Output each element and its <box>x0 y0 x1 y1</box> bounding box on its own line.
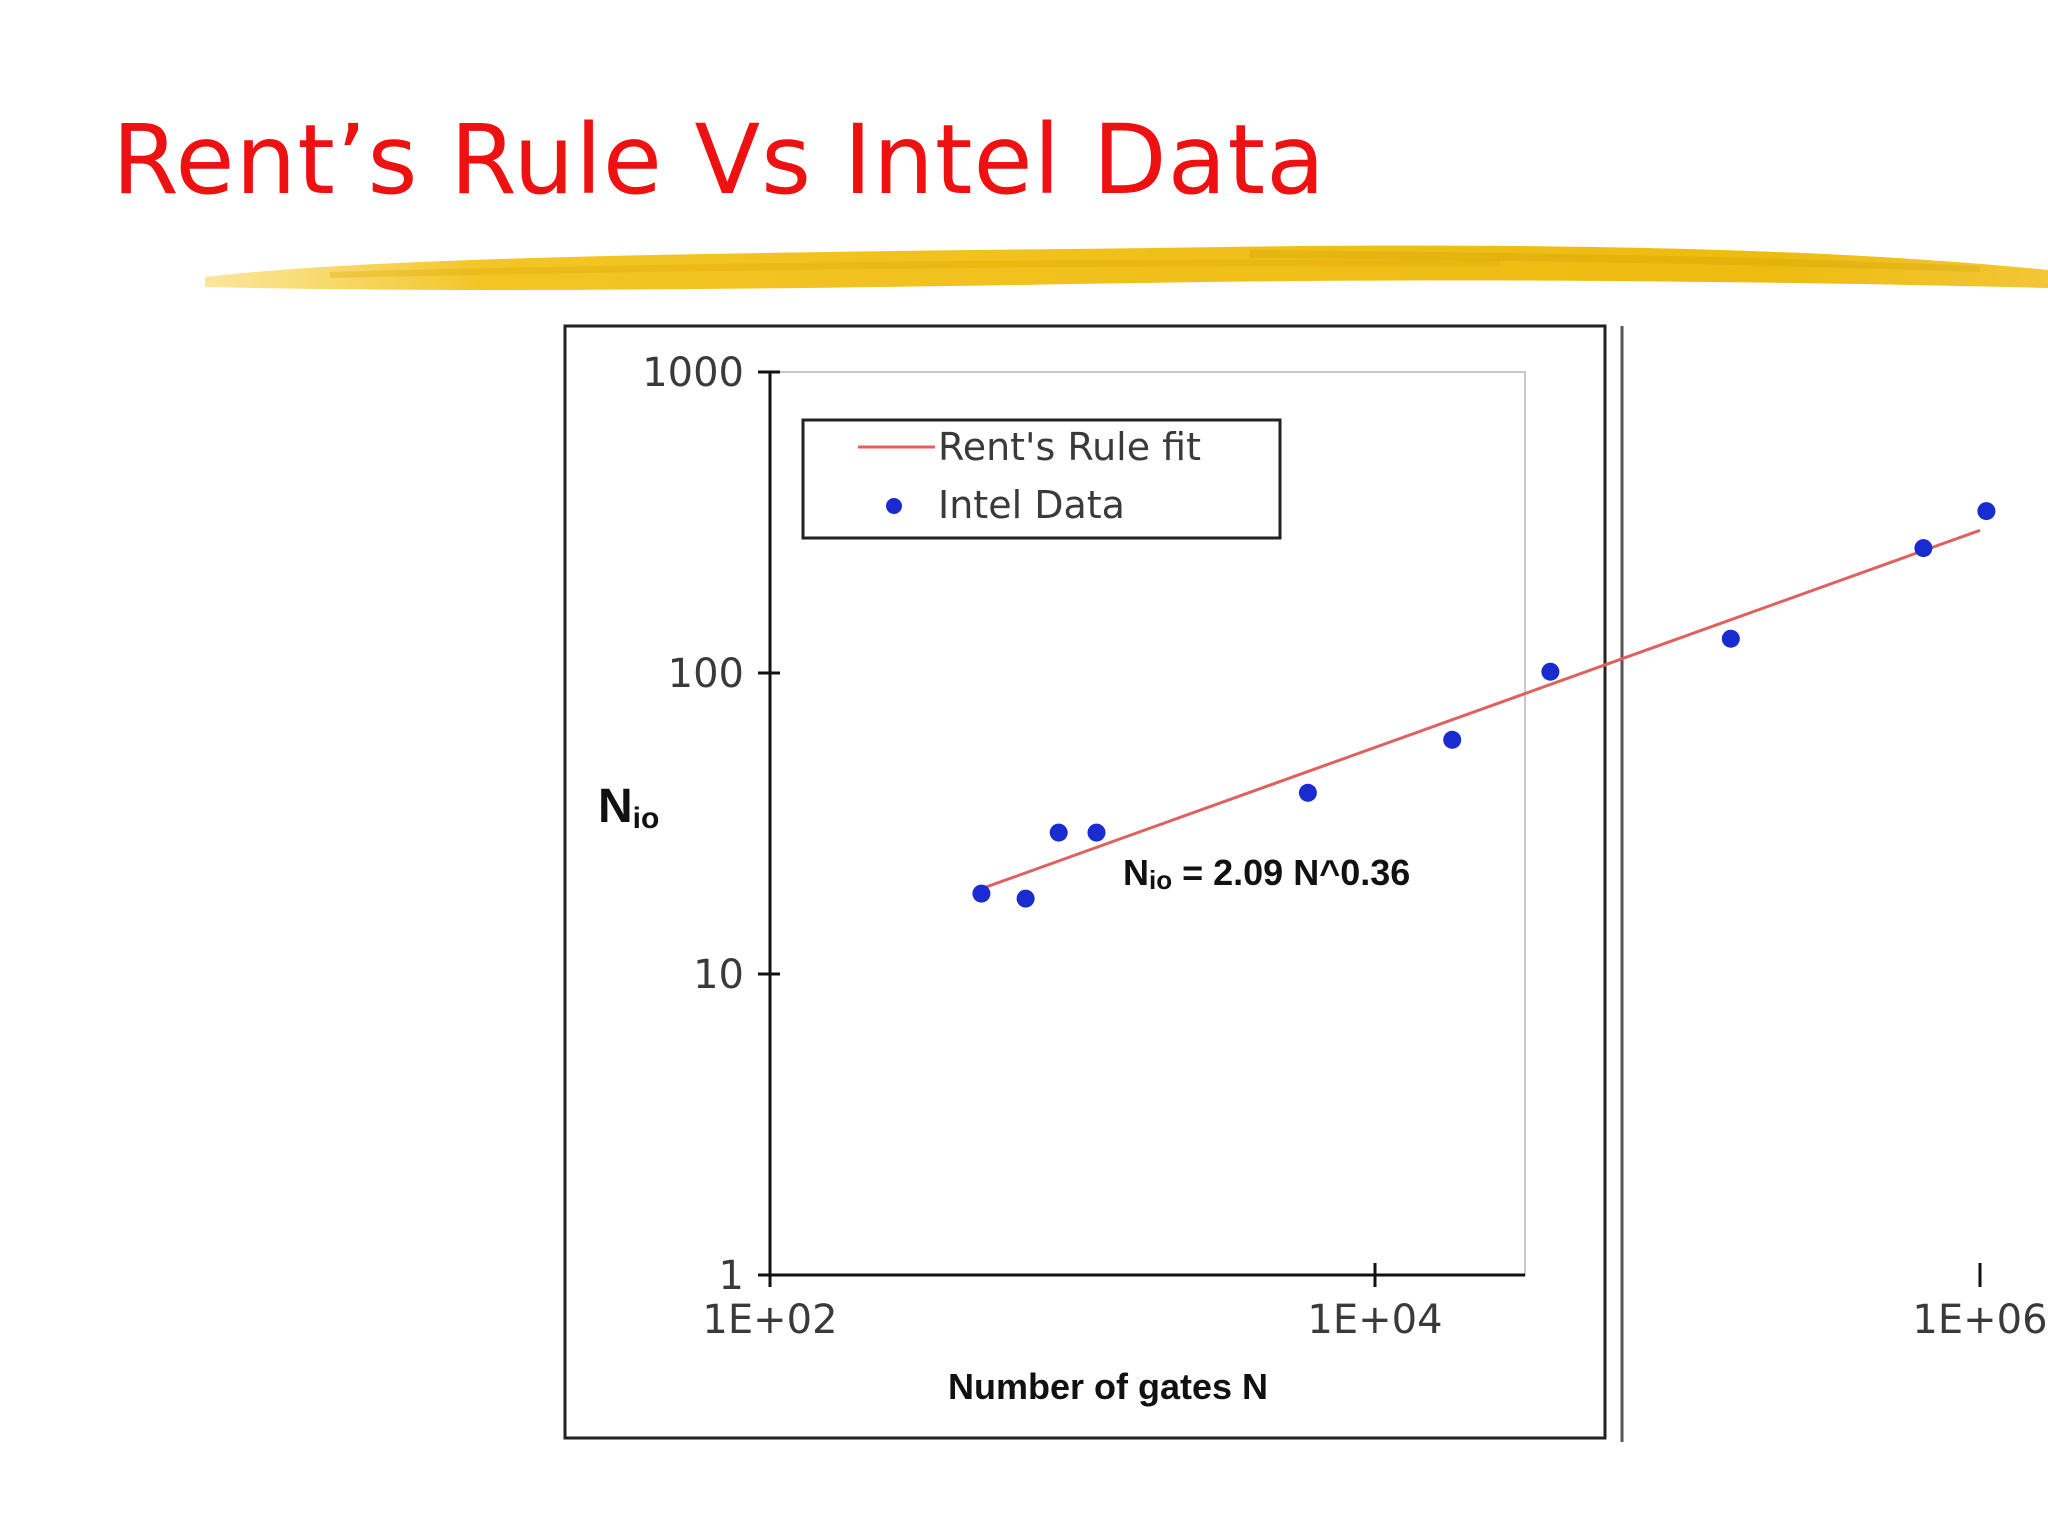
y-tick-label: 1000 <box>642 350 744 396</box>
legend-box <box>801 418 1282 540</box>
y-axis-title-sub: io <box>633 802 660 835</box>
y-axis-title: Nio <box>598 780 659 835</box>
data-point <box>1977 502 1996 521</box>
legend: Rent's Rule fit Intel Data <box>801 418 1282 540</box>
x-tick-label: 1E+02 <box>702 1297 837 1343</box>
y-tick-label: 10 <box>693 952 744 998</box>
annotation-sub: io <box>1149 865 1172 895</box>
annotation-main: N <box>1123 852 1149 893</box>
x-axis-title: Number of gates N <box>948 1366 1268 1407</box>
legend-data-label: Intel Data <box>938 483 1125 527</box>
fit-line-layer <box>980 528 1981 891</box>
data-point <box>972 884 991 903</box>
x-tick-label: 1E+04 <box>1307 1297 1442 1343</box>
fit-equation-annotation: Nio = 2.09 N^0.36 <box>1123 852 1410 895</box>
data-point <box>1087 823 1106 842</box>
tick-labels-layer: 1 10 100 1000 1E+02 1E+04 1E+06 <box>642 350 2047 1343</box>
annotation-rest: = 2.09 N^0.36 <box>1172 852 1410 893</box>
data-point <box>1541 662 1560 681</box>
data-point <box>1721 629 1740 648</box>
data-point <box>1443 730 1462 749</box>
data-points-layer <box>972 502 1996 908</box>
legend-data-swatch <box>886 498 902 514</box>
y-tick-label: 100 <box>668 651 744 697</box>
slide-title: Rent’s Rule Vs Intel Data <box>112 104 1326 216</box>
legend-fit-label: Rent's Rule fit <box>938 425 1201 469</box>
title-underline-brush <box>205 245 2048 290</box>
y-tick-label: 1 <box>719 1253 744 1299</box>
fit-line <box>980 528 1981 891</box>
axes <box>758 370 1982 1287</box>
data-point <box>1049 823 1068 842</box>
data-point <box>1914 539 1933 558</box>
y-axis-title-main: N <box>598 780 633 833</box>
data-point <box>1298 783 1317 802</box>
data-point <box>1016 889 1035 908</box>
x-tick-label: 1E+06 <box>1912 1297 2047 1343</box>
